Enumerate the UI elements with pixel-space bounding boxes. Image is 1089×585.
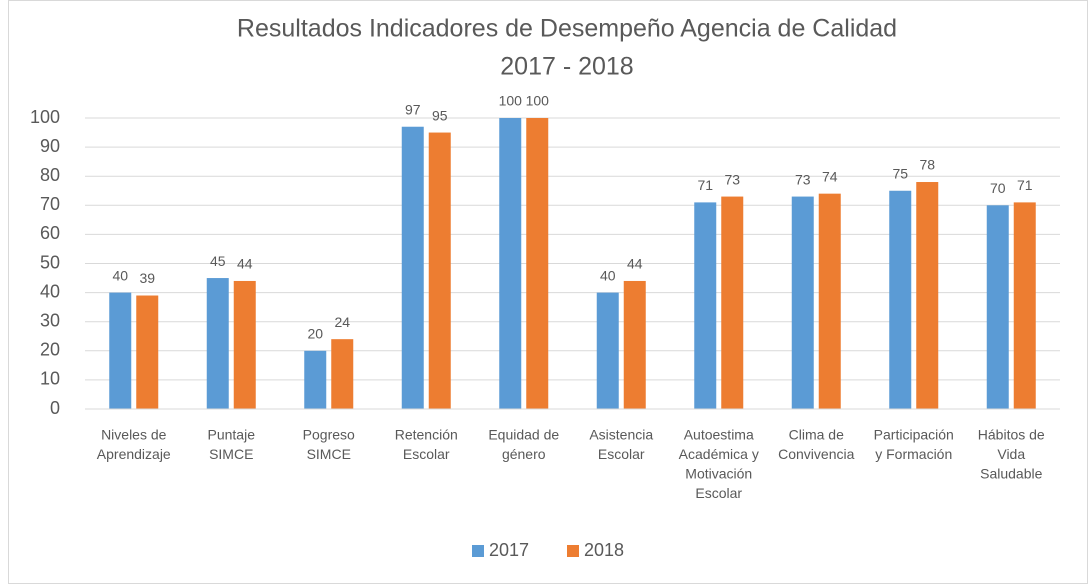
data-label: 70 — [990, 180, 1006, 196]
data-label: 75 — [892, 165, 908, 181]
x-tick-label: Clima de — [789, 427, 844, 443]
bar — [623, 280, 646, 409]
data-label: 44 — [627, 256, 643, 272]
x-tick-label: Convivencia — [778, 446, 854, 462]
data-label: 40 — [600, 267, 616, 283]
data-label: 40 — [112, 267, 128, 283]
bar — [721, 196, 744, 409]
data-label: 44 — [237, 256, 253, 272]
data-label: 20 — [307, 326, 323, 342]
bar — [818, 193, 841, 409]
bar — [331, 339, 354, 409]
x-tick-label: SIMCE — [307, 446, 351, 462]
y-tick-label: 0 — [50, 398, 60, 418]
y-tick-label: 30 — [40, 310, 60, 330]
data-label: 100 — [499, 93, 523, 109]
data-label: 71 — [697, 177, 713, 193]
data-label: 71 — [1017, 177, 1033, 193]
x-tick-label: Académica y — [679, 446, 759, 462]
y-tick-label: 80 — [40, 165, 60, 185]
bar — [1013, 202, 1036, 409]
chart-title: Resultados Indicadores de Desempeño Agen… — [237, 15, 897, 43]
legend-swatch — [472, 545, 484, 557]
y-tick-label: 100 — [30, 107, 60, 127]
x-tick-label: Vida — [997, 446, 1025, 462]
bar — [694, 202, 717, 409]
x-tick-label: SIMCE — [209, 446, 253, 462]
data-label: 73 — [724, 171, 740, 187]
x-tick-label: Hábitos de — [978, 427, 1045, 443]
x-tick-label: y Formación — [875, 446, 952, 462]
data-label: 24 — [334, 314, 350, 330]
x-tick-label: Autoestima — [684, 427, 754, 443]
data-label: 39 — [139, 270, 155, 286]
bar — [233, 280, 256, 409]
y-tick-label: 90 — [40, 136, 60, 156]
bar — [136, 295, 159, 409]
x-tick-label: Niveles de — [101, 427, 167, 443]
y-tick-label: 70 — [40, 194, 60, 214]
data-label: 97 — [405, 101, 421, 117]
bar — [206, 278, 229, 409]
y-tick-label: 40 — [40, 281, 60, 301]
data-label: 45 — [210, 253, 226, 269]
x-tick-label: Participación — [874, 427, 954, 443]
x-tick-label: Aprendizaje — [97, 446, 171, 462]
bar — [916, 182, 939, 409]
x-tick-label: Escolar — [695, 485, 742, 501]
chart-title: 2017 - 2018 — [500, 53, 633, 81]
x-tick-label: Pogreso — [303, 427, 355, 443]
y-tick-label: 60 — [40, 223, 60, 243]
x-tick-label: Puntaje — [208, 427, 256, 443]
bar — [596, 292, 619, 409]
legend-label: 2017 — [489, 540, 529, 560]
data-label: 78 — [919, 157, 935, 173]
data-label: 100 — [526, 93, 550, 109]
bar — [304, 350, 327, 409]
x-tick-label: Escolar — [403, 446, 450, 462]
y-tick-label: 50 — [40, 252, 60, 272]
x-tick-label: género — [502, 446, 546, 462]
x-tick-label: Asistencia — [589, 427, 653, 443]
x-tick-label: Retención — [395, 427, 458, 443]
data-label: 73 — [795, 171, 811, 187]
bar — [109, 292, 132, 409]
y-tick-label: 10 — [40, 369, 60, 389]
x-tick-label: Escolar — [598, 446, 645, 462]
data-label: 95 — [432, 107, 448, 123]
bar — [986, 205, 1009, 409]
bar — [889, 190, 912, 409]
legend-label: 2018 — [584, 540, 624, 560]
bar — [791, 196, 814, 409]
bar — [401, 126, 424, 409]
legend-swatch — [567, 545, 579, 557]
data-label: 74 — [822, 168, 838, 184]
y-tick-label: 20 — [40, 340, 60, 360]
bar — [428, 132, 451, 410]
x-tick-label: Saludable — [980, 466, 1042, 482]
x-tick-label: Equidad de — [488, 427, 559, 443]
bar — [499, 118, 522, 409]
x-tick-label: Motivación — [685, 466, 752, 482]
bar — [526, 118, 549, 409]
